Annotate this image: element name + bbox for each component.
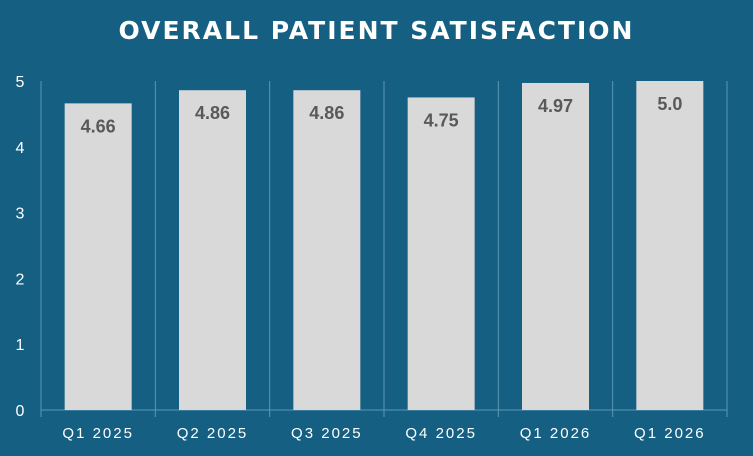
y-tick-label: 0 — [16, 403, 25, 420]
x-tick-label: Q4 2025 — [405, 425, 477, 442]
y-tick-label: 3 — [16, 206, 25, 223]
data-label: 4.86 — [309, 103, 344, 123]
bar — [522, 82, 589, 410]
bar — [179, 90, 246, 410]
data-label: 5.0 — [657, 94, 682, 114]
y-tick-label: 5 — [16, 74, 25, 91]
bar — [636, 81, 704, 410]
x-tick-label: Q1 2026 — [634, 425, 706, 442]
bar — [293, 90, 361, 410]
data-label: 4.86 — [195, 103, 230, 123]
x-tick-label: Q3 2025 — [291, 425, 363, 442]
data-label: 4.66 — [81, 116, 116, 136]
x-tick-label: Q1 2025 — [62, 425, 134, 442]
bar — [407, 97, 475, 410]
y-tick-label: 4 — [16, 140, 25, 157]
y-tick-label: 1 — [16, 337, 25, 354]
bar — [64, 103, 132, 410]
chart-title: OVERALL PATIENT SATISFACTION — [118, 16, 635, 45]
data-label: 4.97 — [538, 96, 573, 116]
x-tick-label: Q2 2025 — [177, 425, 249, 442]
x-tick-label: Q1 2026 — [520, 425, 592, 442]
y-tick-label: 2 — [16, 271, 25, 288]
data-label: 4.75 — [424, 110, 459, 130]
